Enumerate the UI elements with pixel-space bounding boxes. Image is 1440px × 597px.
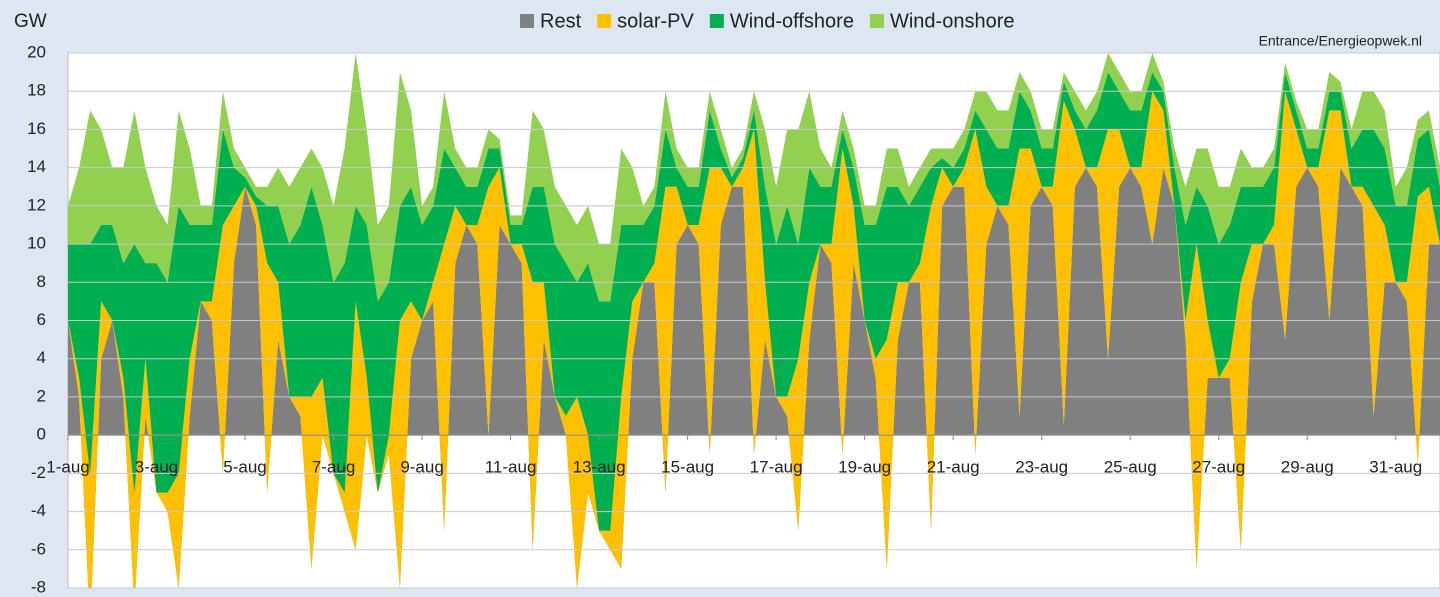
area-1 [68, 91, 1440, 588]
legend-swatch [869, 14, 884, 28]
y-tick-label: -2 [31, 463, 46, 482]
x-tick-label: 29-aug [1281, 458, 1334, 477]
y-tick-label: 10 [27, 234, 46, 253]
x-tick-label: 31-aug [1369, 458, 1422, 477]
y-tick-label: 6 [37, 310, 46, 329]
y-tick-label: 4 [37, 348, 46, 367]
area-0 [68, 167, 1440, 588]
area-3 [68, 53, 1440, 302]
y-tick-label: -8 [31, 577, 46, 596]
areas [68, 53, 1440, 588]
y-tick-label: 12 [27, 195, 46, 214]
legend-label: Wind-offshore [730, 10, 854, 32]
legend-label: Wind-onshore [890, 10, 1015, 32]
legend: Rest solar-PV Wind-offshore Wind-onshore [520, 10, 1014, 32]
y-tick-label: 8 [37, 272, 46, 291]
x-tick-label: 27-aug [1192, 458, 1245, 477]
source-note: Entrance/Energieopwek.nl [1259, 33, 1422, 49]
x-tick-label: 15-aug [661, 458, 714, 477]
y-tick-label: 16 [27, 119, 46, 138]
legend-swatch [709, 14, 724, 28]
x-tick-label: 9-aug [400, 458, 443, 477]
x-tick-label: 7-aug [312, 458, 355, 477]
x-tick-label: 25-aug [1104, 458, 1157, 477]
x-tick-label: 17-aug [750, 458, 803, 477]
y-axis-label: GW [14, 11, 47, 32]
y-tick-label: 18 [27, 81, 46, 100]
y-tick-label: 20 [27, 42, 46, 61]
y-tick-label: 14 [27, 157, 46, 176]
x-tick-label: 19-aug [838, 458, 891, 477]
x-tick-label: 3-aug [135, 458, 178, 477]
x-tick-label: 1-aug [46, 458, 89, 477]
y-tick-label: 0 [37, 425, 46, 444]
y-tick-label: -4 [31, 501, 46, 520]
legend-label: Rest [540, 10, 582, 32]
legend-swatch [597, 14, 612, 28]
legend-label: solar-PV [617, 10, 694, 32]
legend-swatch [520, 14, 534, 28]
x-tick-label: 21-aug [927, 458, 980, 477]
x-tick-label: 23-aug [1015, 458, 1068, 477]
y-tick-label: -6 [31, 539, 46, 558]
x-tick-label: 13-aug [573, 458, 626, 477]
y-tick-label: 2 [37, 386, 46, 405]
x-tick-label: 11-aug [485, 458, 537, 477]
x-tick-label: 5-aug [223, 458, 266, 477]
